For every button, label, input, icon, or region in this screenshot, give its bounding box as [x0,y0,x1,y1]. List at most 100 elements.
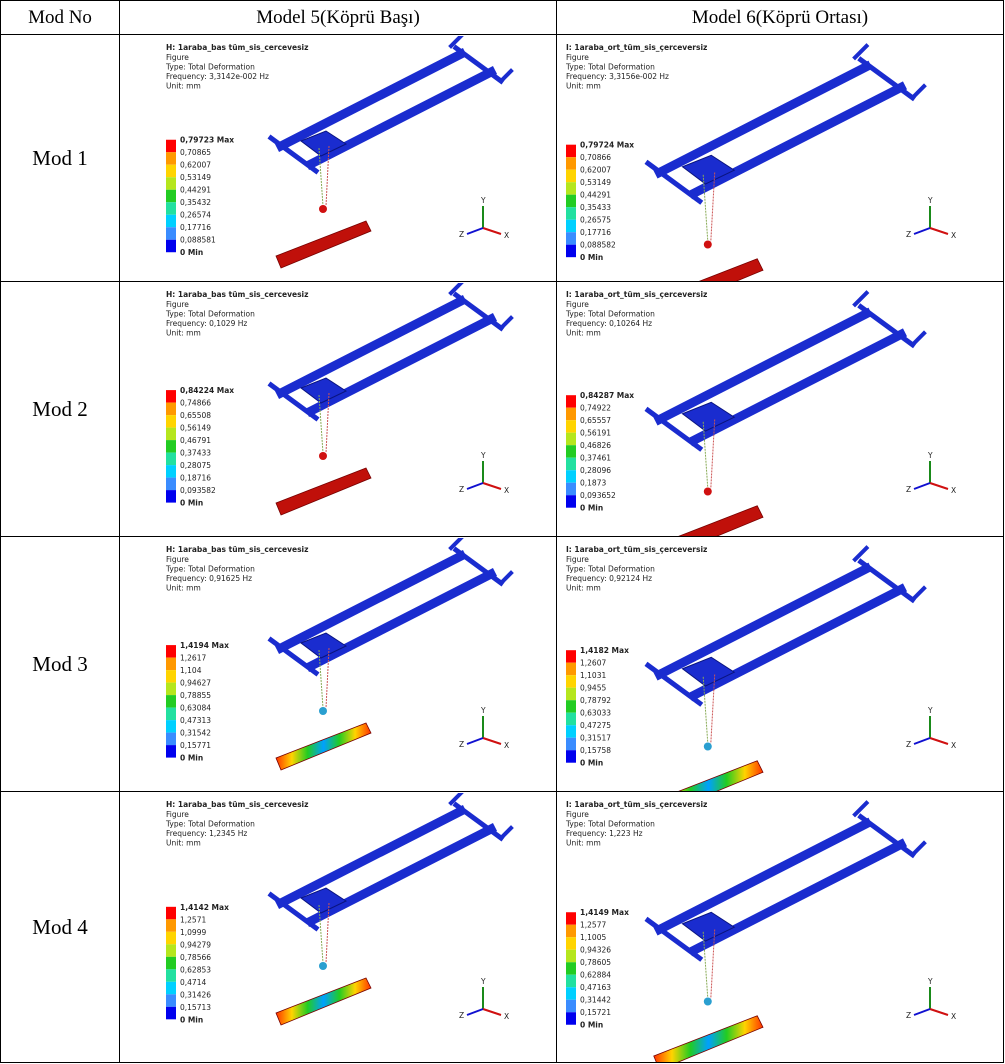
legend-label: 0,47163 [580,983,611,992]
legend-band [166,239,176,252]
axis-label: Y [927,706,933,715]
panel-title: I: 1araba_ort_tüm_sis_çerceversiz [566,290,707,299]
panel-subtitle: Figure [566,555,589,564]
legend-label: 0,37461 [580,453,611,462]
legend-label: 0,62007 [180,160,211,169]
axis-label: Z [906,1011,911,1020]
legend-label: 0,94279 [180,940,211,949]
legend-label: 0,70865 [180,148,211,157]
legend-band [166,189,176,202]
panel-frequency: Frequency: 0,92124 Hz [566,574,652,583]
axis-z [467,228,483,234]
legend-label: 0,78792 [580,696,611,705]
load-beam [653,1015,762,1061]
row-label: Mod 4 [0,792,120,1063]
panel-unit: Unit: mm [566,81,601,90]
panel-subtitle: Figure [566,810,589,819]
legend-band [166,227,176,240]
legend-label: 0,78566 [180,952,211,961]
row-label: Mod 1 [0,35,120,282]
legend-band [166,906,176,919]
legend-label: 1,4149 Max [580,908,629,917]
legend-label: 0,53149 [180,173,211,182]
load-beam [276,723,371,770]
axis-label: X [504,1012,509,1021]
panel-unit: Unit: mm [166,328,201,337]
legend-label: 0,63084 [180,703,211,712]
legend-label: 0,26574 [180,210,211,219]
crane-beam [855,548,867,560]
panel-frequency: Frequency: 0,91625 Hz [166,574,252,583]
legend-label: 0,78855 [180,691,211,700]
header-cell: Model 6(Köprü Ortası) [557,0,1004,35]
legend-label: 0 Min [580,503,603,512]
legend-label: 1,1005 [580,933,606,942]
legend-label: 0 Min [180,498,203,507]
legend-label: 0,44291 [180,185,211,194]
legend-label: 1,4194 Max [180,641,229,650]
axis-label: Y [480,451,486,460]
legend-band [166,402,176,415]
legend-label: 1,4142 Max [180,902,229,911]
panel-title: H: 1araba_bas tüm_sis_cercevesiz [166,290,309,299]
axis-x [483,1009,501,1015]
axis-label: Y [927,196,933,205]
panel-frequency: Frequency: 1,2345 Hz [166,829,247,838]
legend-band [566,207,576,220]
legend-band [566,662,576,675]
axis-x [930,1009,948,1015]
panel-subtitle: Figure [166,810,189,819]
legend-label: 0,26575 [580,215,611,224]
legend-band [166,994,176,1007]
figure-cell: H: 1araba_bas tüm_sis_cercevesizFigureTy… [120,792,557,1063]
legend-band [166,465,176,478]
legend-band [166,707,176,720]
axis-label: X [951,741,956,750]
hook [703,487,711,495]
legend-label: 0,44291 [580,190,611,199]
legend-band [166,214,176,227]
legend-band [566,495,576,508]
legend-band [166,164,176,177]
axis-x [930,738,948,744]
legend-band [566,750,576,763]
figure-panel: I: 1araba_ort_tüm_sis_çerceversizFigureT… [558,36,1003,281]
figure-panel: I: 1araba_ort_tüm_sis_çerceversizFigureT… [558,283,1003,536]
crane-beam [501,828,511,838]
legend-band [566,962,576,975]
legend-band [566,219,576,232]
legend-label: 1,4182 Max [580,646,629,655]
legend-band [166,645,176,658]
hook [319,962,327,970]
legend-band [166,139,176,152]
figure-panel: H: 1araba_bas tüm_sis_cercevesizFigureTy… [121,538,556,791]
legend-band [566,432,576,445]
crane-beam [451,36,461,46]
hook [703,742,711,750]
panel-unit: Unit: mm [566,583,601,592]
legend-band [566,737,576,750]
axis-z [467,483,483,489]
axis-label: Y [927,977,933,986]
crane-beam [451,538,461,548]
legend-band [166,745,176,758]
legend-label: 0,70866 [580,153,611,162]
panel-title: H: 1araba_bas tüm_sis_cercevesiz [166,545,309,554]
legend-label: 1,1031 [580,671,606,680]
legend-label: 0,28096 [580,466,611,475]
legend-label: 0,74866 [180,398,211,407]
panel-frequency: Frequency: 0,10264 Hz [566,319,652,328]
legend-label: 0,31442 [580,995,611,1004]
legend-label: 0,31542 [180,728,211,737]
legend-label: 1,0999 [180,927,206,936]
crane-beam [912,843,924,855]
axis-x [483,738,501,744]
legend-label: 1,2607 [580,658,606,667]
panel-unit: Unit: mm [166,838,201,847]
figure-cell: H: 1araba_bas tüm_sis_cercevesizFigureTy… [120,537,557,792]
panel-type: Type: Total Deformation [565,309,655,318]
legend-band [566,182,576,195]
legend-label: 0,9455 [580,683,606,692]
legend-band [166,415,176,428]
legend-label: 0,56191 [580,428,611,437]
